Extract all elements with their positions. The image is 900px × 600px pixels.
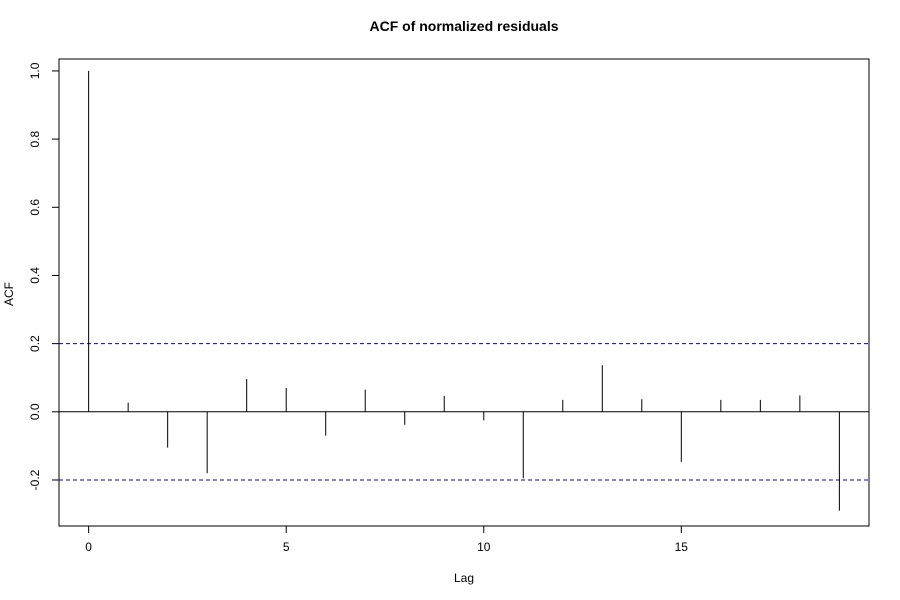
x-tick-label: 5 [283, 540, 290, 554]
y-tick-label: -0.2 [28, 469, 42, 490]
x-tick-label: 10 [477, 540, 491, 554]
y-tick-label: 0.2 [28, 335, 42, 352]
plot-frame [58, 58, 870, 527]
y-tick-label: 0.6 [28, 199, 42, 216]
y-tick-label: 0.0 [28, 403, 42, 420]
x-axis-label: Lag [454, 571, 474, 585]
y-tick-label: 1.0 [28, 62, 42, 79]
y-tick-label: 0.8 [28, 130, 42, 147]
y-tick-label: 0.4 [28, 267, 42, 284]
x-tick-label: 0 [85, 540, 92, 554]
x-tick-label: 15 [675, 540, 689, 554]
y-axis-label: ACF [2, 282, 16, 306]
chart-title: ACF of normalized residuals [369, 18, 558, 34]
